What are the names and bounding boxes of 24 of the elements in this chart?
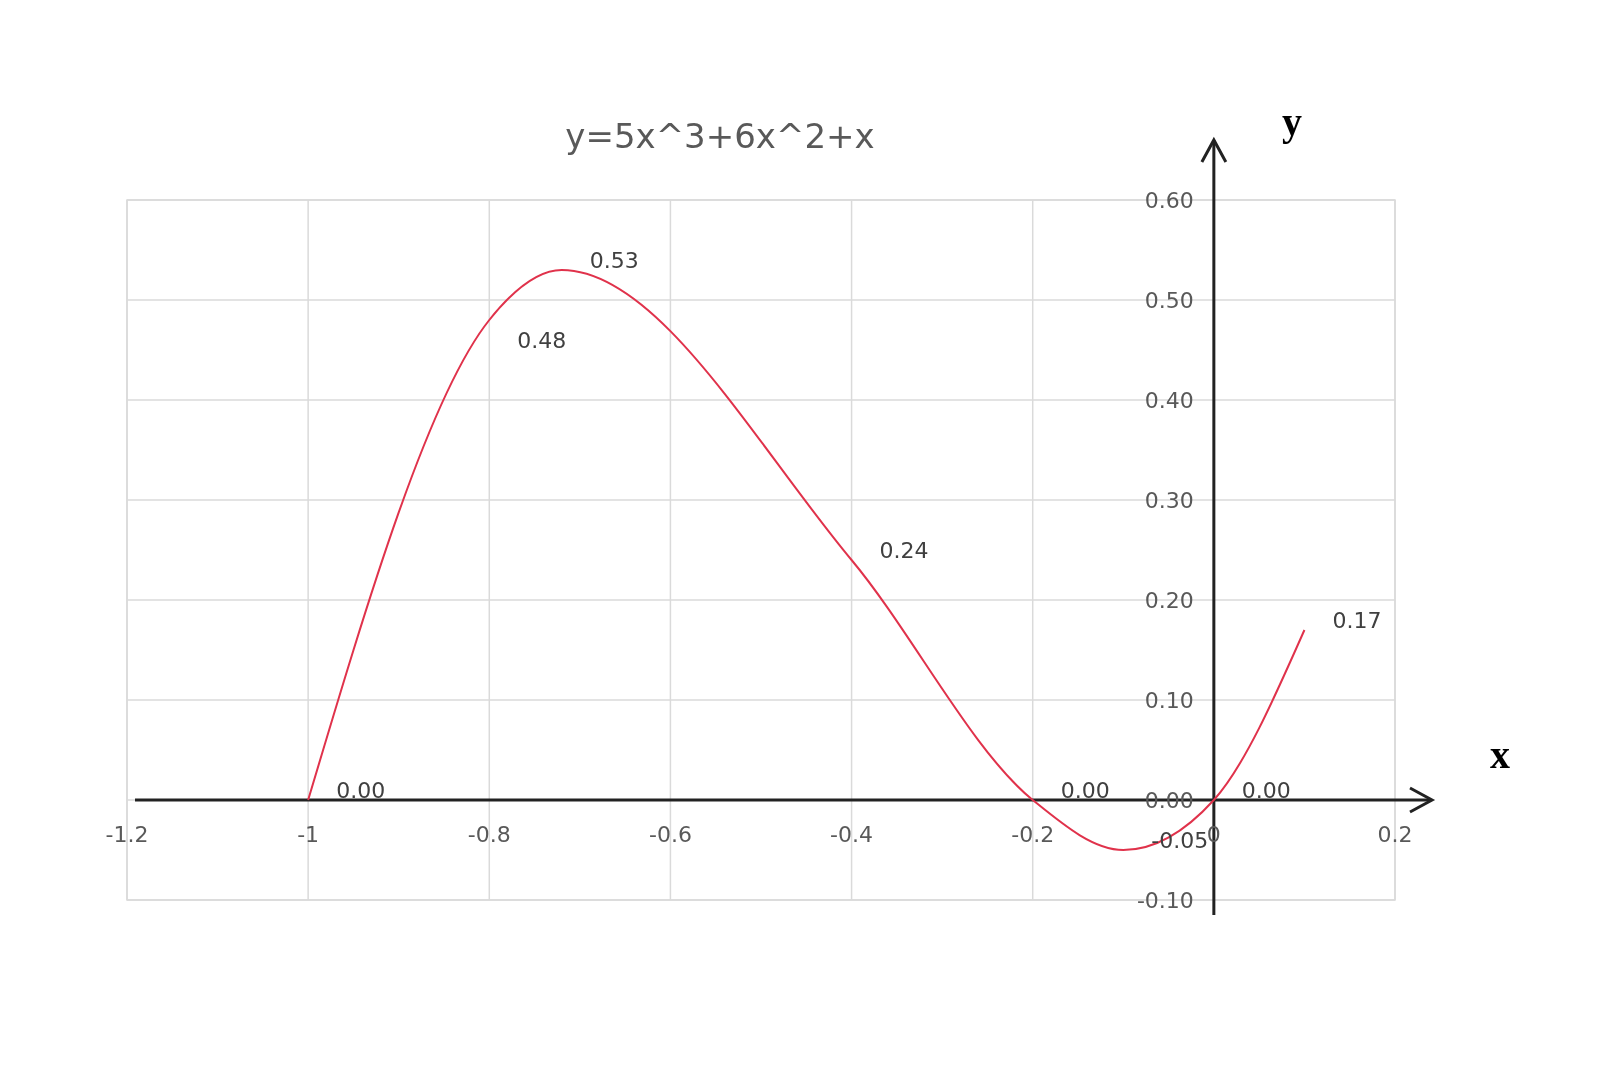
data-label: 0.24 (879, 538, 929, 563)
chart-title: y=5x^3+6x^2+x (565, 116, 875, 156)
y-tick-label: 0.10 (1144, 688, 1194, 713)
y-tick-label: 0.50 (1144, 288, 1194, 313)
data-label: 0.00 (336, 778, 386, 803)
y-tick-label: 0.60 (1144, 188, 1194, 213)
x-tick-label: -0.4 (830, 822, 874, 847)
data-label: 0.17 (1332, 608, 1382, 633)
data-label: 0.00 (1241, 778, 1291, 803)
data-label: 0.48 (517, 328, 567, 353)
x-axis-title: x (1490, 732, 1510, 777)
x-tick-label: -1 (297, 822, 320, 847)
y-tick-label: 0.30 (1144, 488, 1194, 513)
x-tick-label: -0.8 (467, 822, 511, 847)
y-axis-title: y (1282, 99, 1302, 144)
data-label: 0.00 (1060, 778, 1110, 803)
y-tick-label: 0.20 (1144, 588, 1194, 613)
x-tick-label: -0.6 (648, 822, 692, 847)
x-tick-label: 0.2 (1377, 822, 1413, 847)
y-tick-label: -0.10 (1136, 888, 1194, 913)
x-tick-label: -0.2 (1011, 822, 1055, 847)
data-label: 0.53 (589, 248, 639, 273)
x-tick-label: -1.2 (105, 822, 149, 847)
y-tick-label: 0.40 (1144, 388, 1194, 413)
